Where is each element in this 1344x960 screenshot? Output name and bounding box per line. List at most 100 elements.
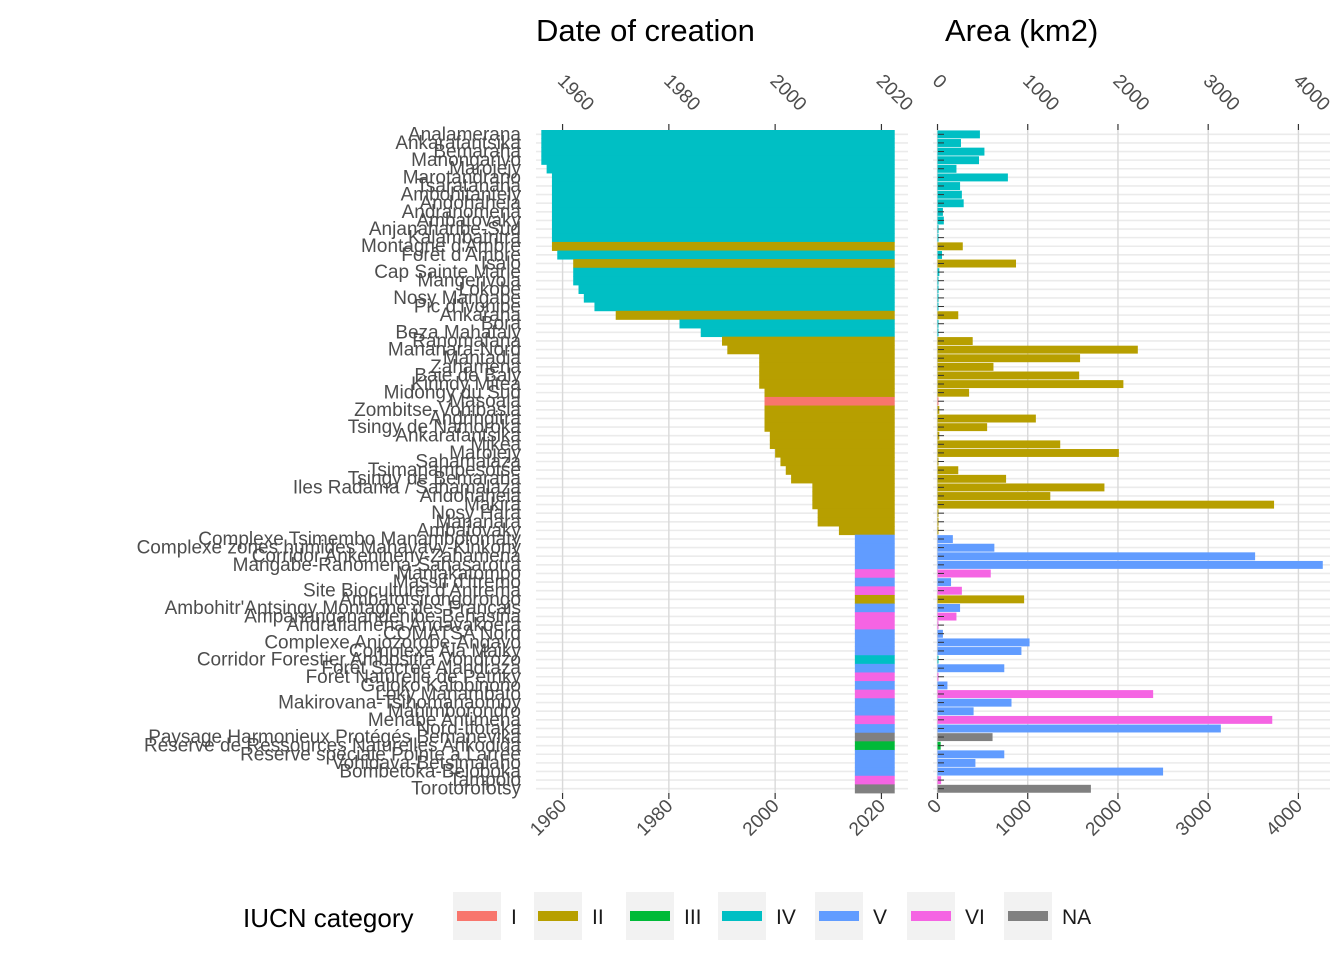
area-bar [937,147,985,156]
area-bar [937,612,957,621]
category-label: Beza Mahafaly [395,322,521,343]
category-label: Mananara-Nord [388,340,521,361]
category-label: Andohahela [420,193,522,214]
category-label: Sahamalaza [415,452,521,473]
area-tick-label-bottom: 2000 [1082,796,1127,841]
area-bar [937,750,1005,759]
date-bar [679,319,895,329]
category-label: Marojejy [449,159,521,180]
category-label: Analamerana [408,124,521,145]
area-bar [937,354,1081,363]
date-tick-label-bottom: 2020 [845,796,890,841]
area-bar [937,698,1012,707]
legend-label: V [873,906,887,929]
date-bar [573,259,895,269]
date-bar [838,526,895,536]
category-label: Zombitse-Vohibasia [354,400,521,421]
category-label: Ambatovaky [416,210,521,231]
category-label: Kirindy Mitea [411,374,521,395]
category-label: Makirovana-Tsihomanaomby [278,693,521,714]
date-bar [551,224,895,234]
date-bar [769,439,895,449]
date-bar [541,138,895,148]
area-bar [937,164,957,173]
category-label: Isalo [481,253,521,274]
category-label: Pic d'Ivohibe [414,297,521,318]
area-bar [937,733,993,742]
area-bar [937,156,980,165]
area-bar [937,560,1323,569]
category-label: Nosy Mangabe [393,288,521,309]
date-bar [583,293,895,303]
date-bar [812,483,895,493]
category-label: Site Bioculturel d'Antrema [303,581,521,602]
category-label: Complexe Ala Maiky [349,641,522,662]
area-bar [937,466,959,475]
category-label: Paysage Harmonieux Protégés Bemanevika [148,727,521,748]
category-label: Mangerivola [418,271,522,292]
category-label: COMATSA Nord [383,624,521,645]
area-panel: 0 0 1000 1000 2000 2000 3000 3000 4000 4000 [924,71,1334,841]
category-label: Midongy du Sud [384,383,521,404]
category-label: Ankarafantsika [395,426,521,447]
legend-key-swatch [538,911,578,921]
date-bar [573,276,895,286]
legend-items: I II III IV V VI NA [453,892,1091,940]
area-bar [937,715,1273,724]
date-bar [854,603,895,613]
date-bar [727,345,895,355]
category-label: Andrafiamena Andavakoera [287,615,522,636]
area-bar [937,388,970,397]
category-label: Bombetoka-Beloboka [339,761,521,782]
date-bar [854,672,895,682]
date-bar [541,147,895,157]
category-label: Complexe Tsimembo Manambolomaty [198,529,521,550]
date-bar [854,612,895,622]
category-label: Mikea [470,434,521,455]
date-tick-label-bottom: 2000 [739,796,784,841]
date-bar [546,164,895,174]
date-bar [854,741,895,751]
category-label: Complexe zones humides Mahavavy-Kinkony [137,538,522,559]
date-bar [780,457,895,467]
area-tick-label-top: 0 [928,71,950,93]
area-tick-label-top: 1000 [1018,71,1063,116]
date-bars [541,130,895,794]
date-bar [551,241,895,251]
date-bar [764,414,895,424]
date-tick-label-top: 2000 [766,71,811,116]
legend-key-swatch [630,911,670,921]
date-bar [817,517,895,527]
area-bar [937,586,962,595]
date-panel: 1960 1960 1980 1980 2000 2000 2020 2020 [526,71,916,841]
category-label: Forêt d'Ambre [401,245,521,266]
area-bar [937,758,976,767]
category-label: Ambatotsirongorongo [339,589,521,610]
area-bar [937,664,1005,673]
legend-key-swatch [819,911,859,921]
category-label: Corridor Ankeniheny-Zahamena [252,546,522,567]
area-panel-title: Area (km2) [945,13,1098,48]
area-bar [937,500,1275,509]
legend-label: I [511,906,517,929]
area-bar [937,182,961,191]
date-bar [817,508,895,518]
legend-title: IUCN category [243,903,414,933]
area-bar [937,449,1119,457]
date-bar [769,431,895,441]
area-bar [937,492,1051,500]
area-tick-label-top: 4000 [1289,71,1334,116]
date-bar [854,724,895,734]
category-label: Vohidava-Betsimalaho [332,753,521,774]
area-bar [937,604,961,612]
area-bar [937,784,1091,793]
category-label: Mangabe-Ranomena-Sahasarotra [233,555,522,576]
category-label: Marotandrano [403,167,521,188]
category-label: Forêt Naturelle de Petriky [306,667,522,688]
date-bar [854,715,895,725]
category-label: Montagne d'Ambre [361,236,521,257]
category-label: Iles Radama / Sahamalaza [293,477,522,498]
date-bar [854,706,895,716]
category-label: Corridor Forestier Ambositra Vondrozo [197,650,521,671]
date-bar [764,405,895,415]
